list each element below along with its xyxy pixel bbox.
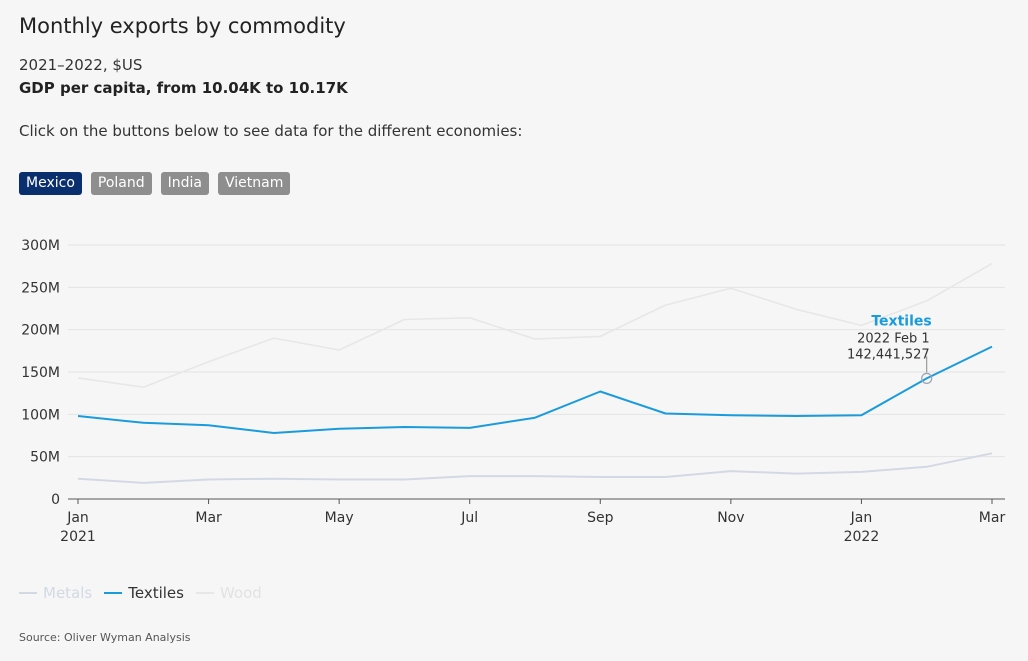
y-tick-label: 100M — [21, 407, 60, 423]
tooltip-marker — [921, 372, 933, 384]
x-tick-label: Sep — [587, 510, 614, 526]
x-tick-label: Nov — [717, 510, 744, 526]
legend-item-metals[interactable]: Metals — [19, 584, 92, 602]
legend-item-textiles[interactable]: Textiles — [104, 584, 184, 602]
series-lines — [77, 262, 993, 484]
x-tick-label: Jan — [850, 510, 873, 526]
legend-swatch-wood — [195, 592, 214, 594]
tooltip: Textiles 2022 Feb 1 142,441,527 — [847, 313, 933, 384]
y-tick-label: 150M — [21, 365, 60, 381]
x-tick-label: Jul — [460, 510, 478, 526]
x-tick-label: Jan — [66, 510, 89, 526]
y-tick-label: 250M — [21, 280, 60, 296]
y-tick-label: 0 — [51, 492, 60, 508]
economy-button-group: Mexico Poland India Vietnam — [19, 172, 291, 195]
series-line-metals[interactable] — [77, 452, 993, 484]
series-line-wood[interactable] — [77, 262, 993, 388]
economy-button-poland[interactable]: Poland — [90, 172, 152, 195]
x-tick-label: Mar — [195, 510, 222, 526]
y-tick-label: 200M — [21, 323, 60, 339]
legend-label-metals: Metals — [43, 584, 93, 602]
axes: 0 50M 100M 150M 200M 250M 300M Jan 2021 Mar May Jul… — [21, 238, 1005, 545]
economy-button-vietnam[interactable]: Vietnam — [218, 172, 291, 195]
x-tick-sublabel: 2022 — [844, 529, 880, 545]
legend-swatch-textiles — [104, 592, 123, 594]
series-line-textiles[interactable] — [77, 345, 993, 434]
x-tick-sublabel: 2021 — [60, 529, 96, 545]
legend-label-wood: Wood — [219, 584, 262, 602]
grid — [68, 244, 1005, 458]
tooltip-date: 2022 Feb 1 — [857, 331, 930, 346]
tooltip-value: 142,441,527 — [847, 347, 930, 362]
y-tick-label: 50M — [30, 450, 60, 466]
legend-swatch-metals — [19, 592, 37, 594]
chart-title: Monthly exports by commodity — [19, 14, 346, 38]
legend-item-wood[interactable]: Wood — [195, 584, 262, 602]
x-tick-label: May — [325, 510, 354, 526]
instruction-text: Click on the buttons below to see data f… — [19, 122, 523, 140]
chart-legend: Metals Textiles Wood — [19, 584, 262, 602]
chart-subtitle-bold: GDP per capita, from 10.04K to 10.17K — [19, 79, 348, 97]
tooltip-series-name: Textiles — [871, 313, 931, 329]
source-note: Source: Oliver Wyman Analysis — [19, 631, 191, 644]
economy-button-india[interactable]: India — [160, 172, 209, 195]
y-tick-label: 300M — [21, 238, 60, 254]
legend-label-textiles: Textiles — [128, 584, 184, 602]
x-tick-label: Mar — [979, 510, 1006, 526]
line-chart: 0 50M 100M 150M 200M 250M 300M Jan 2021 Mar May Jul… — [21, 238, 1005, 545]
economy-button-mexico[interactable]: Mexico — [19, 172, 82, 195]
chart-subtitle: 2021–2022, $US — [19, 56, 143, 74]
